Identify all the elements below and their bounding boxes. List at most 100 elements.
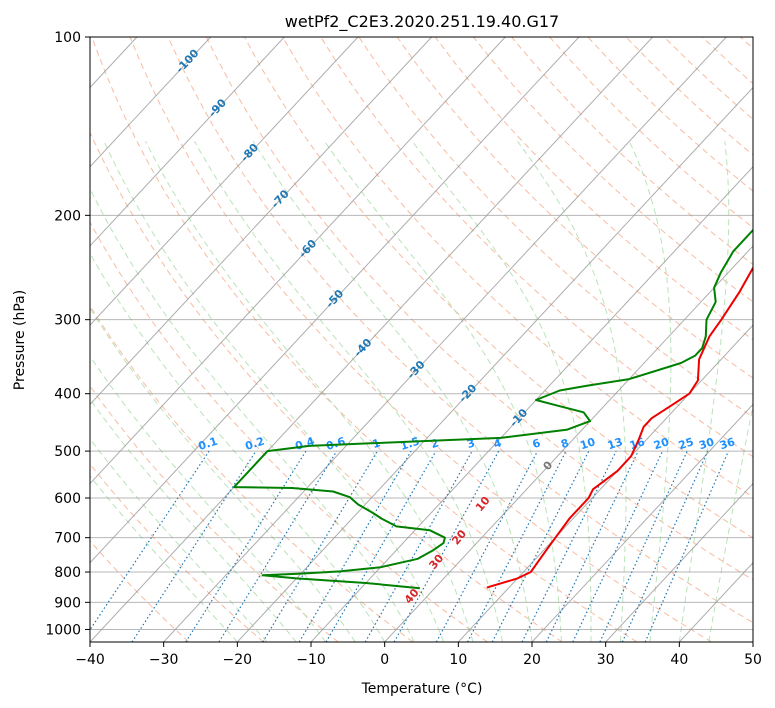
dry-adiabat bbox=[701, 37, 753, 85]
dewpoint-profile-line bbox=[233, 228, 753, 590]
mixing-ratio-label: 0.6 bbox=[324, 434, 347, 452]
moist-adiabat bbox=[145, 141, 474, 642]
y-tick-label: 1000 bbox=[45, 622, 81, 638]
moist-adiabat-label: 30 bbox=[426, 552, 446, 572]
dry-adiabat bbox=[90, 305, 414, 642]
dry-adiabat bbox=[511, 37, 753, 266]
y-tick-label: 600 bbox=[54, 491, 81, 507]
mixing-ratio-label: 25 bbox=[677, 435, 696, 452]
mixing-ratio-line bbox=[644, 450, 729, 642]
y-tick-label: 400 bbox=[54, 387, 81, 403]
mixing-ratio-label: 20 bbox=[652, 435, 671, 452]
mixing-ratio-line bbox=[185, 450, 307, 642]
dry-adiabat bbox=[90, 221, 488, 642]
x-tick-label: 0 bbox=[380, 652, 389, 668]
dry-adiabat bbox=[167, 37, 753, 624]
x-axis-label: Temperature (°C) bbox=[361, 681, 483, 697]
isotherm-line bbox=[163, 37, 727, 642]
isotherm-line bbox=[310, 165, 753, 642]
y-tick-label: 800 bbox=[54, 565, 81, 581]
x-tick-label: −30 bbox=[149, 652, 179, 668]
moist-adiabat-label: 10 bbox=[473, 494, 493, 514]
dry-adiabat bbox=[320, 37, 753, 458]
mixing-ratio-label: 30 bbox=[697, 435, 716, 452]
dry-adiabat bbox=[90, 463, 264, 642]
isotherm-line bbox=[752, 641, 753, 642]
moist-adiabat bbox=[708, 403, 753, 642]
moist-adiabat bbox=[252, 141, 533, 642]
x-tick-label: 30 bbox=[597, 652, 615, 668]
mixing-ratio-label: 13 bbox=[606, 435, 625, 452]
x-tick-label: 10 bbox=[449, 652, 467, 668]
mixing-ratio-line bbox=[572, 450, 664, 642]
y-tick-label: 300 bbox=[54, 313, 81, 329]
dry-adiabat bbox=[90, 385, 339, 642]
dry-adiabat bbox=[396, 37, 753, 379]
y-tick-label: 200 bbox=[54, 208, 81, 224]
mixing-ratio-line bbox=[364, 450, 473, 642]
mixing-ratio-line bbox=[466, 450, 567, 642]
x-tick-label: 20 bbox=[523, 652, 541, 668]
isotherm-line bbox=[90, 37, 433, 406]
isotherm-line bbox=[531, 403, 753, 642]
y-axis-label: Pressure (hPa) bbox=[12, 290, 28, 390]
dry-adiabat bbox=[549, 37, 753, 229]
dry-adiabat bbox=[434, 37, 753, 341]
mixing-ratio-line bbox=[621, 450, 709, 642]
mixing-ratio-label: 8 bbox=[559, 436, 570, 451]
mixing-ratio-line bbox=[599, 450, 688, 642]
mixing-ratio-label: 0.4 bbox=[294, 434, 317, 452]
x-tick-label: −20 bbox=[223, 652, 253, 668]
dry-adiabat bbox=[663, 37, 753, 120]
profile-lines bbox=[233, 228, 753, 590]
isotherm-line bbox=[90, 37, 580, 564]
mixing-ratio-label: 10 bbox=[578, 435, 597, 452]
isotherm-line bbox=[90, 37, 654, 642]
moist-adiabat bbox=[678, 141, 730, 642]
mixing-ratio-label: 0.1 bbox=[197, 435, 220, 453]
moist-adiabat bbox=[194, 141, 503, 642]
mixing-ratio-label: 1.5 bbox=[399, 435, 422, 453]
dry-adiabat bbox=[740, 37, 753, 50]
mixing-ratio-line bbox=[491, 450, 590, 642]
dry-adiabat bbox=[90, 540, 190, 642]
background-lines bbox=[90, 37, 753, 642]
dry-adiabat bbox=[473, 37, 753, 303]
isotherm-line bbox=[90, 37, 506, 485]
mixing-ratio-label: 4 bbox=[492, 436, 504, 451]
dry-adiabat bbox=[205, 37, 753, 581]
isotherm-line bbox=[90, 37, 212, 168]
line-labels: 0.1 0.2 0.4 0.6 1 1.5 2 3 4 6 8 10 13 16 20 25 30 36-100-… bbox=[173, 46, 737, 606]
mixing-ratio-label: 36 bbox=[718, 435, 737, 452]
mixing-ratio-line bbox=[435, 450, 539, 642]
dry-adiabat bbox=[282, 37, 753, 498]
axes: −40 −30 −20 −10 0 10 20 30 40 5010020030040050060… bbox=[45, 30, 762, 668]
y-tick-label: 500 bbox=[54, 444, 81, 460]
x-tick-label: −40 bbox=[75, 652, 105, 668]
isotherm-line bbox=[605, 482, 753, 642]
mixing-ratio-line bbox=[393, 450, 500, 642]
isotherm-line bbox=[678, 562, 753, 642]
moist-adiabat-label: 20 bbox=[449, 527, 469, 547]
moist-adiabat bbox=[90, 475, 238, 642]
mixing-ratio-line bbox=[325, 450, 437, 642]
chart-title: wetPf2_C2E3.2020.251.19.40.G17 bbox=[285, 12, 559, 32]
moist-adiabat bbox=[90, 355, 327, 642]
isotherm-line bbox=[236, 86, 753, 642]
moist-adiabat bbox=[90, 252, 386, 642]
y-tick-label: 100 bbox=[54, 30, 81, 46]
mixing-ratio-line bbox=[298, 450, 412, 642]
dry-adiabat bbox=[129, 37, 712, 642]
mixing-ratio-label: 0.2 bbox=[244, 435, 267, 453]
mixing-ratio-label: 3 bbox=[465, 436, 476, 451]
isotherm-line bbox=[90, 37, 359, 326]
x-tick-label: 50 bbox=[744, 652, 762, 668]
x-tick-label: 40 bbox=[670, 652, 688, 668]
moist-adiabat bbox=[628, 141, 672, 642]
dry-adiabat bbox=[91, 37, 638, 642]
dry-adiabat bbox=[90, 131, 563, 642]
mixing-ratio-line bbox=[131, 450, 257, 642]
y-tick-label: 900 bbox=[54, 595, 81, 611]
isotherm-line bbox=[384, 245, 753, 642]
